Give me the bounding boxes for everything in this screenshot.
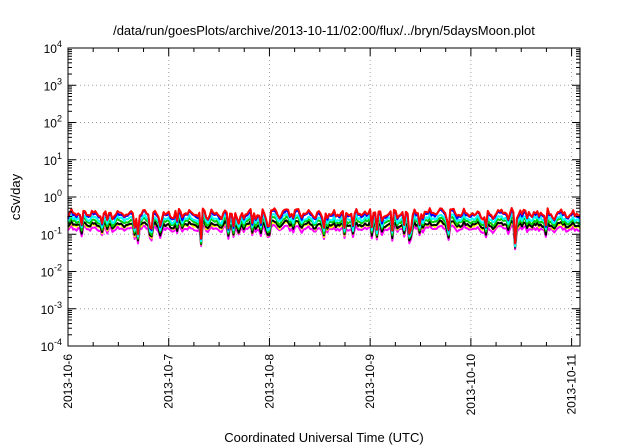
x-tick-label: 2013-10-8 bbox=[262, 354, 276, 409]
x-tick-label: 2013-10-6 bbox=[61, 354, 75, 409]
x-tick-label: 2013-10-10 bbox=[464, 354, 478, 416]
y-tick-label: 10-1 bbox=[41, 225, 62, 242]
x-tick-label: 2013-10-11 bbox=[565, 354, 579, 415]
y-tick-label: 104 bbox=[44, 39, 62, 56]
y-tick-label: 103 bbox=[44, 76, 62, 93]
chart-title: /data/run/goesPlots/archive/2013-10-11/0… bbox=[113, 23, 535, 38]
series-line bbox=[67, 207, 581, 245]
x-tick-label: 2013-10-9 bbox=[363, 354, 377, 409]
y-tick-label: 101 bbox=[44, 151, 62, 168]
y-axis-label: cSv/day bbox=[8, 173, 23, 220]
y-tick-label: 10-4 bbox=[41, 337, 62, 354]
x-axis-label: Coordinated Universal Time (UTC) bbox=[224, 430, 423, 445]
y-axis-ticks: 10-4 10-3 10-2 10-1 100 101 102 103 104 bbox=[41, 39, 580, 354]
x-tick-label: 2013-10-7 bbox=[162, 354, 176, 409]
y-tick-label: 100 bbox=[44, 188, 62, 205]
x-axis-ticks: 2013-10-6 2013-10-7 2013-10-8 2013-10-9 2013… bbox=[61, 48, 579, 415]
series-group bbox=[67, 207, 581, 251]
y-tick-label: 102 bbox=[44, 114, 62, 131]
y-tick-label: 10-2 bbox=[41, 263, 62, 280]
grid bbox=[68, 48, 580, 346]
y-tick-label: 10-3 bbox=[41, 300, 62, 317]
